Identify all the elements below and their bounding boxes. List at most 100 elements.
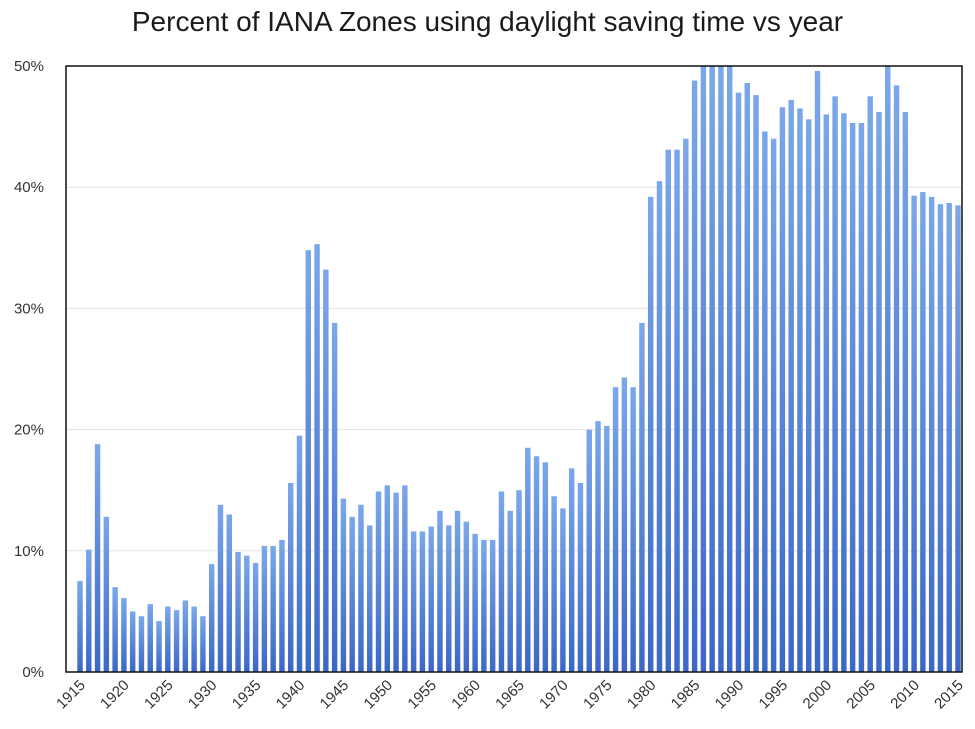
bar-1955 xyxy=(428,526,434,672)
bar-1919 xyxy=(112,587,118,672)
y-tick-label: 30% xyxy=(14,300,44,317)
bar-1973 xyxy=(586,429,592,672)
bar-1981 xyxy=(656,181,663,672)
x-tick-label: 1940 xyxy=(273,677,309,713)
bar-1918 xyxy=(103,516,110,672)
x-tick-label: 1920 xyxy=(97,677,133,713)
bar-1975 xyxy=(604,425,610,672)
bar-1953 xyxy=(410,531,417,672)
bar-2001 xyxy=(832,96,838,673)
bar-1917 xyxy=(94,444,101,672)
bar-1920 xyxy=(121,598,127,672)
bar-1958 xyxy=(454,510,461,672)
bar-1931 xyxy=(217,504,224,672)
bar-1926 xyxy=(173,610,180,672)
bar-1996 xyxy=(788,99,794,672)
bar-1980 xyxy=(647,196,654,672)
bar-1952 xyxy=(402,485,408,672)
bar-1925 xyxy=(165,606,171,672)
bar-2011 xyxy=(920,192,926,673)
bar-1960 xyxy=(472,533,478,672)
bar-2007 xyxy=(885,66,891,672)
x-tick-label: 1990 xyxy=(712,677,748,713)
bar-1966 xyxy=(525,447,531,672)
y-tick-label: 40% xyxy=(14,179,44,196)
bar-1939 xyxy=(288,482,294,672)
bar-1916 xyxy=(86,549,92,672)
bar-2013 xyxy=(937,204,944,673)
bar-1936 xyxy=(261,545,268,672)
bar-1923 xyxy=(147,604,153,672)
bar-1949 xyxy=(375,491,382,672)
bar-1992 xyxy=(753,95,759,673)
y-tick-label: 50% xyxy=(14,58,44,75)
bar-1968 xyxy=(542,462,549,672)
bar-2006 xyxy=(876,112,882,672)
y-axis-ticks: 0% 10% 20% 30% 40% 50% xyxy=(14,58,44,681)
plot-frame xyxy=(65,65,963,673)
bar-1950 xyxy=(384,485,391,672)
x-tick-label: 2005 xyxy=(843,677,879,713)
bar-1993 xyxy=(762,131,768,672)
x-tick-label: 1925 xyxy=(141,677,177,713)
bar-1946 xyxy=(349,516,355,672)
bar-1942 xyxy=(314,244,320,672)
x-tick-label: 1985 xyxy=(668,677,704,713)
bar-1928 xyxy=(191,606,197,672)
bar-1963 xyxy=(498,491,505,672)
bar-1954 xyxy=(419,531,426,672)
x-tick-label: 1995 xyxy=(756,677,792,713)
bar-1986 xyxy=(700,66,707,672)
bar-1985 xyxy=(691,80,698,673)
bar-2000 xyxy=(823,114,830,673)
x-tick-label: 1975 xyxy=(580,677,616,713)
bar-1959 xyxy=(463,521,470,672)
bar-1944 xyxy=(331,322,338,672)
bar-1937 xyxy=(270,545,276,672)
bar-1965 xyxy=(516,490,522,672)
bar-1995 xyxy=(779,107,786,672)
bar-1964 xyxy=(507,510,513,672)
bar-1988 xyxy=(718,66,724,672)
x-tick-label: 1945 xyxy=(317,677,353,713)
bar-1962 xyxy=(489,539,496,672)
bar-1935 xyxy=(252,562,259,672)
bar-1948 xyxy=(367,525,373,672)
bar-2009 xyxy=(902,112,909,672)
bar-1997 xyxy=(797,108,803,673)
bar-1976 xyxy=(612,387,619,672)
bar-1945 xyxy=(340,498,347,672)
bar-2012 xyxy=(928,196,935,672)
x-tick-label: 2000 xyxy=(800,677,836,713)
y-tick-label: 10% xyxy=(14,543,44,560)
x-tick-label: 1960 xyxy=(448,677,484,713)
bar-2015 xyxy=(955,205,961,672)
bar-1974 xyxy=(595,421,601,672)
bar-1938 xyxy=(279,539,285,672)
bar-1947 xyxy=(358,504,364,672)
x-tick-label: 1930 xyxy=(185,677,221,713)
x-tick-label: 1955 xyxy=(404,677,440,713)
x-tick-label: 2015 xyxy=(931,677,967,713)
bar-2002 xyxy=(841,113,847,672)
y-tick-label: 20% xyxy=(14,422,44,439)
bar-2010 xyxy=(911,195,917,672)
bar-1971 xyxy=(568,468,575,672)
bar-1934 xyxy=(244,555,250,672)
bar-1970 xyxy=(560,508,566,672)
bar-1984 xyxy=(683,138,689,673)
bar-1990 xyxy=(735,92,742,672)
x-axis-ticks: 1915 1920 1925 1930 1935 1940 1945 1950 1955 1960… xyxy=(53,677,967,713)
x-tick-label: 1980 xyxy=(624,677,660,713)
bar-1979 xyxy=(639,322,645,672)
bar-1924 xyxy=(156,621,162,672)
x-tick-label: 1915 xyxy=(53,677,89,713)
chart-title: Percent of IANA Zones using daylight sav… xyxy=(131,6,844,37)
bar-1998 xyxy=(806,119,812,672)
bar-1941 xyxy=(305,250,311,672)
bar-1983 xyxy=(674,149,680,672)
bar-2014 xyxy=(946,202,952,672)
x-tick-label: 1970 xyxy=(536,677,572,713)
